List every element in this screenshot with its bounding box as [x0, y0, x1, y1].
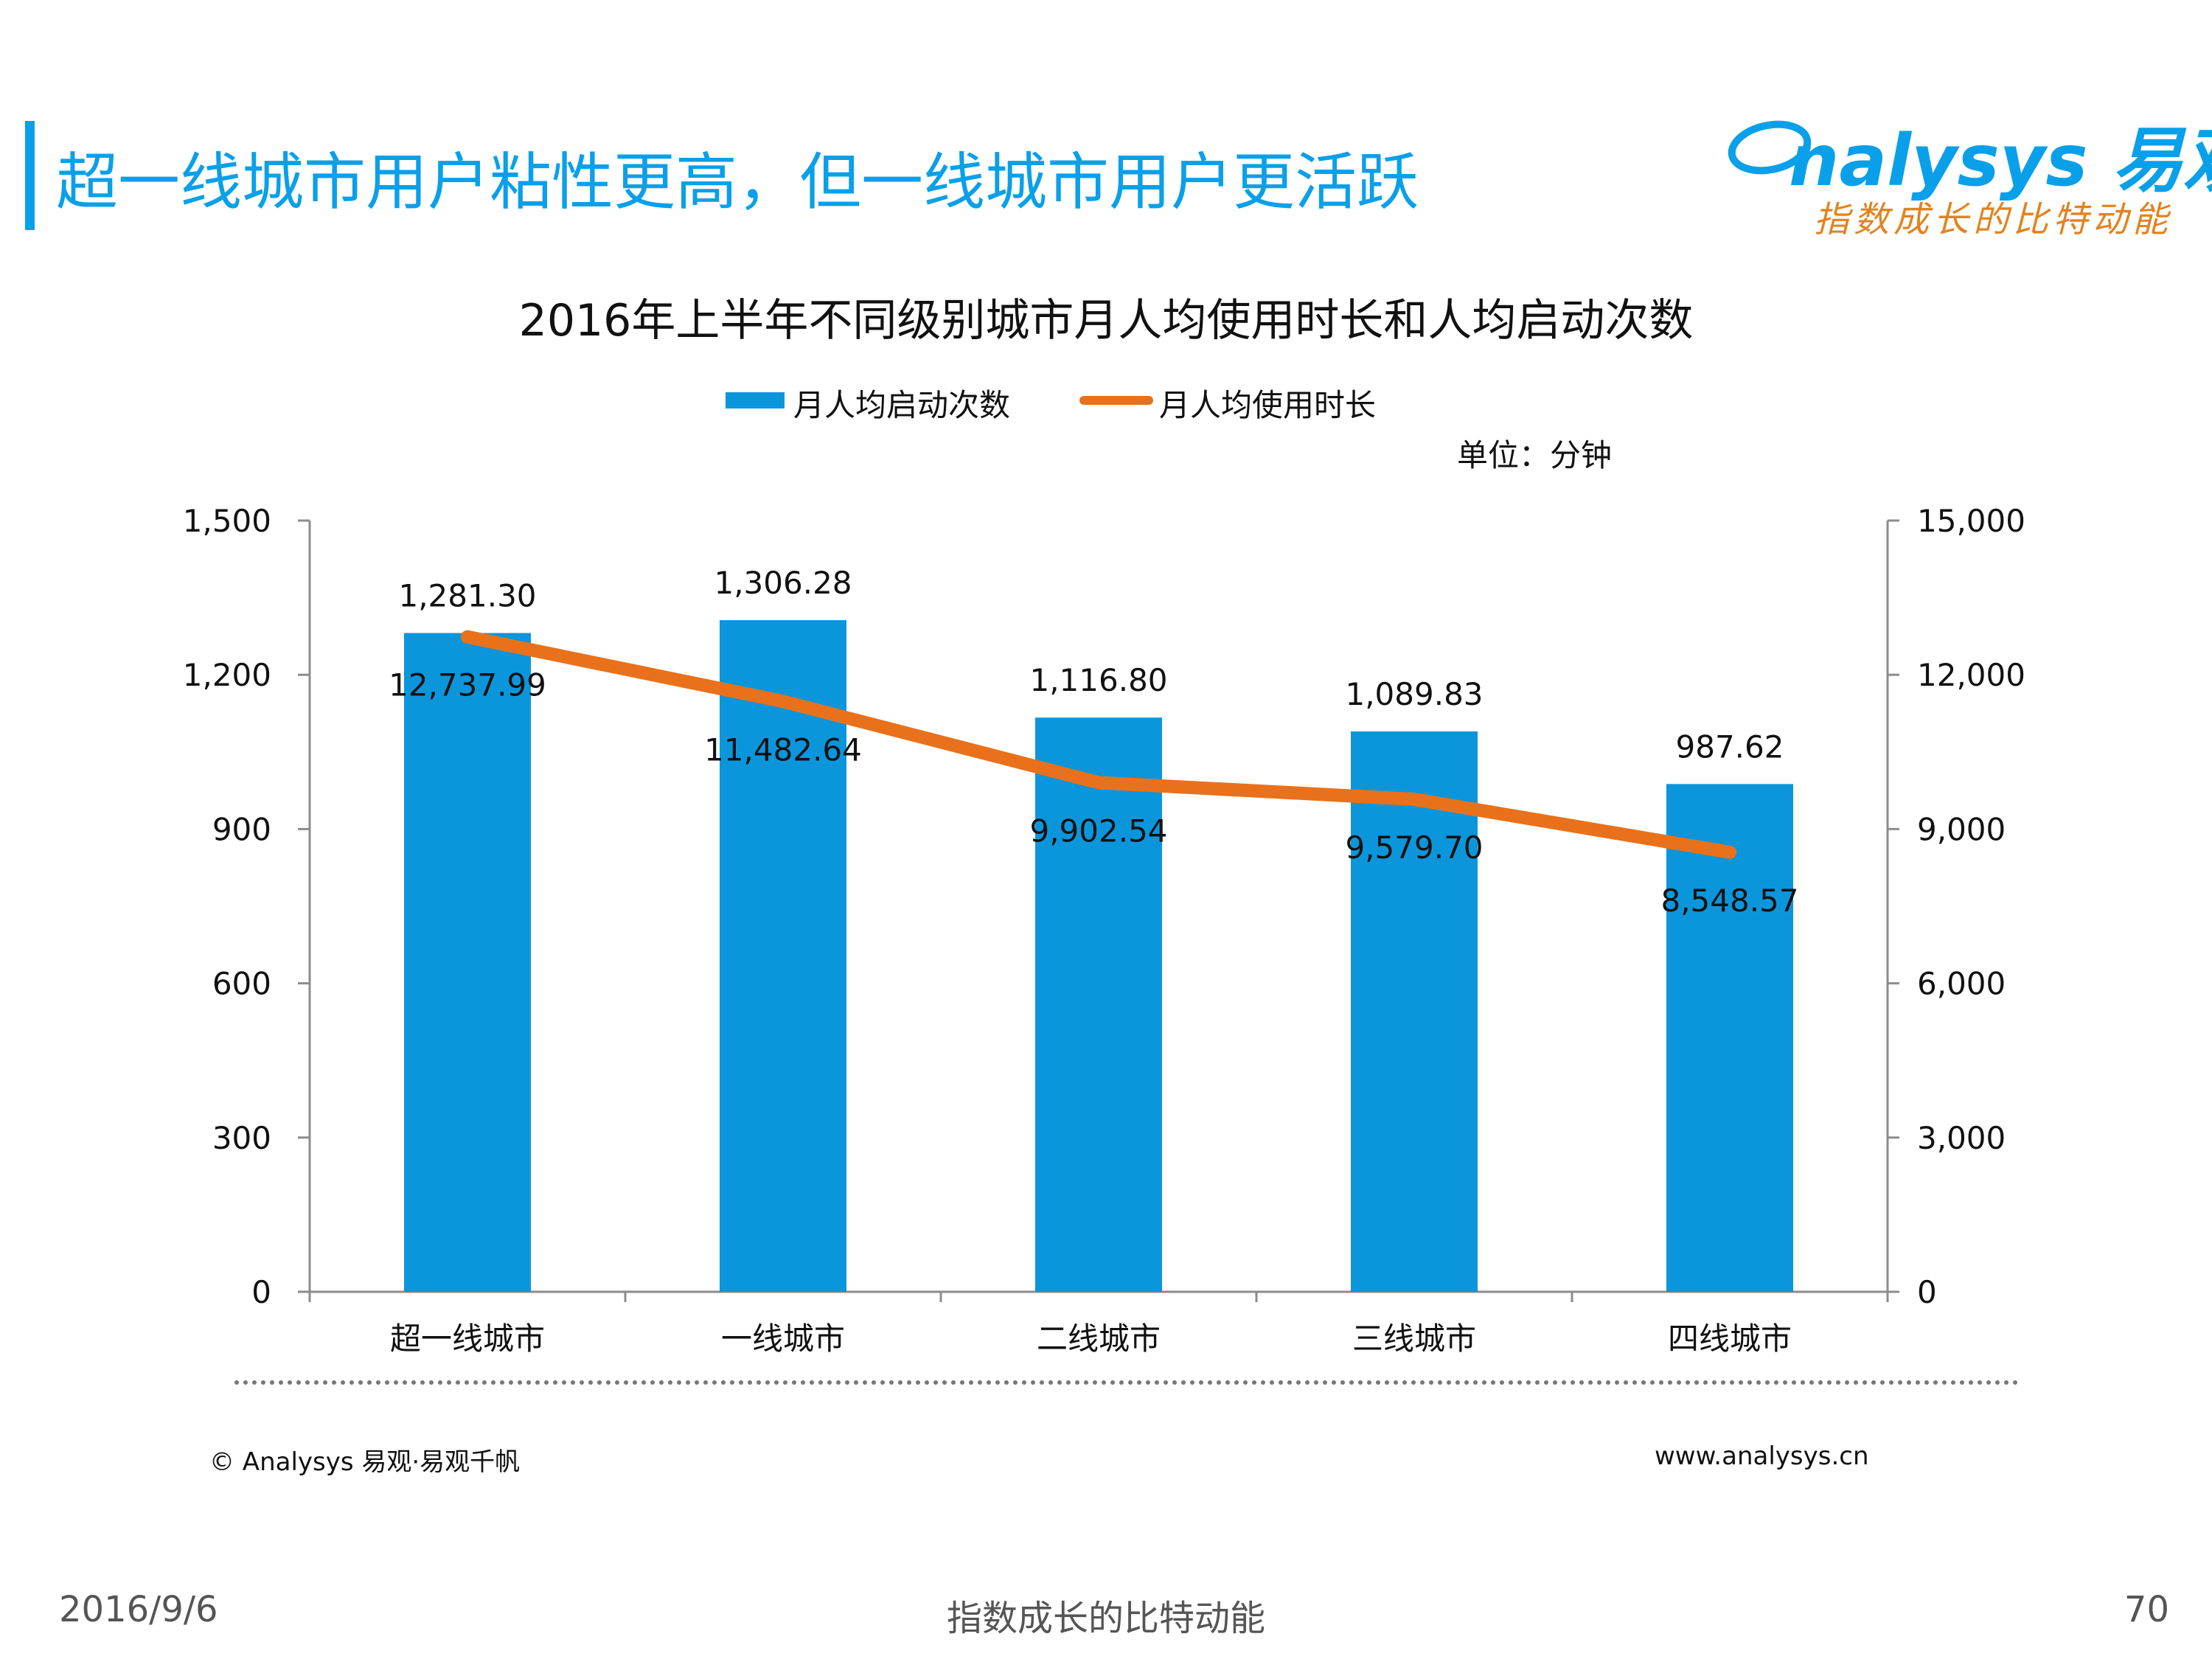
chart-title: 2016年上半年不同级别城市月人均使用时长和人均启动次数: [518, 295, 1694, 347]
legend-label-bar: 月人均启动次数: [793, 387, 1011, 423]
footer-slogan: 指数成长的比特动能: [946, 1598, 1265, 1639]
footer-date: 2016/9/6: [59, 1589, 218, 1630]
x-tick-label: 二线城市: [1037, 1321, 1161, 1357]
unit-label: 单位：分钟: [1457, 437, 1613, 473]
bar: [404, 633, 531, 1292]
legend-label-line: 月人均使用时长: [1159, 387, 1377, 423]
bar-value-label: 1,281.30: [398, 578, 536, 614]
logo-swoosh-icon: [1728, 120, 1812, 175]
footer-divider: [234, 1380, 2019, 1385]
line-point: [1408, 792, 1421, 806]
line-point: [1092, 776, 1105, 790]
logo-slogan: 指数成长的比特动能: [1814, 199, 2173, 240]
line-value-label: 8,548.57: [1660, 883, 1798, 919]
line-point: [776, 695, 790, 709]
logo-wordmark: nalysys 易观: [1789, 119, 2212, 202]
bar: [1035, 717, 1162, 1292]
bar-value-label: 987.62: [1676, 728, 1784, 765]
y-right-tick-label: 9,000: [1917, 811, 2006, 847]
slide-title: 超一线城市用户粘性更高，但一线城市用户更活跃: [56, 146, 1419, 218]
y-right-tick-label: 15,000: [1917, 503, 2025, 539]
x-tick-label: 一线城市: [721, 1321, 845, 1357]
title-accent-bar: [25, 121, 35, 230]
line-value-label: 12,737.99: [389, 667, 546, 703]
y-right-tick-label: 12,000: [1917, 657, 2025, 693]
line-value-label: 11,482.64: [704, 731, 862, 768]
y-right-tick-label: 3,000: [1917, 1120, 2006, 1156]
line-value-label: 9,579.70: [1345, 830, 1483, 866]
line-point: [461, 630, 474, 644]
y-left-tick-label: 600: [212, 966, 271, 1002]
website-link[interactable]: www.analysys.cn: [1655, 1441, 1869, 1471]
y-left-tick-label: 300: [212, 1120, 271, 1156]
bar-value-label: 1,116.80: [1029, 662, 1167, 698]
analysys-logo: nalysys 易观 指数成长的比特动能: [1718, 103, 2212, 243]
page-number: 70: [2124, 1589, 2169, 1630]
copyright-text: © Analysys 易观·易观千帆: [209, 1447, 521, 1477]
line-value-label: 9,902.54: [1029, 813, 1167, 849]
y-left-tick-label: 1,200: [183, 657, 271, 693]
y-right-tick-label: 6,000: [1917, 966, 2006, 1002]
y-left-tick-label: 900: [212, 811, 271, 847]
x-tick-label: 超一线城市: [390, 1321, 545, 1357]
bar-value-label: 1,306.28: [714, 565, 852, 601]
y-right-tick-label: 0: [1917, 1274, 1937, 1310]
y-left-tick-label: 0: [251, 1274, 271, 1310]
x-tick-label: 三线城市: [1352, 1321, 1476, 1357]
bar: [720, 620, 846, 1292]
line-point: [1723, 845, 1736, 859]
y-left-tick-label: 1,500: [183, 503, 271, 539]
legend-swatch-line: [1079, 396, 1153, 405]
bar: [1351, 731, 1478, 1292]
bar-value-label: 1,089.83: [1345, 676, 1483, 712]
legend-swatch-bar: [726, 392, 785, 408]
x-tick-label: 四线城市: [1668, 1321, 1792, 1357]
bar: [1666, 784, 1793, 1292]
